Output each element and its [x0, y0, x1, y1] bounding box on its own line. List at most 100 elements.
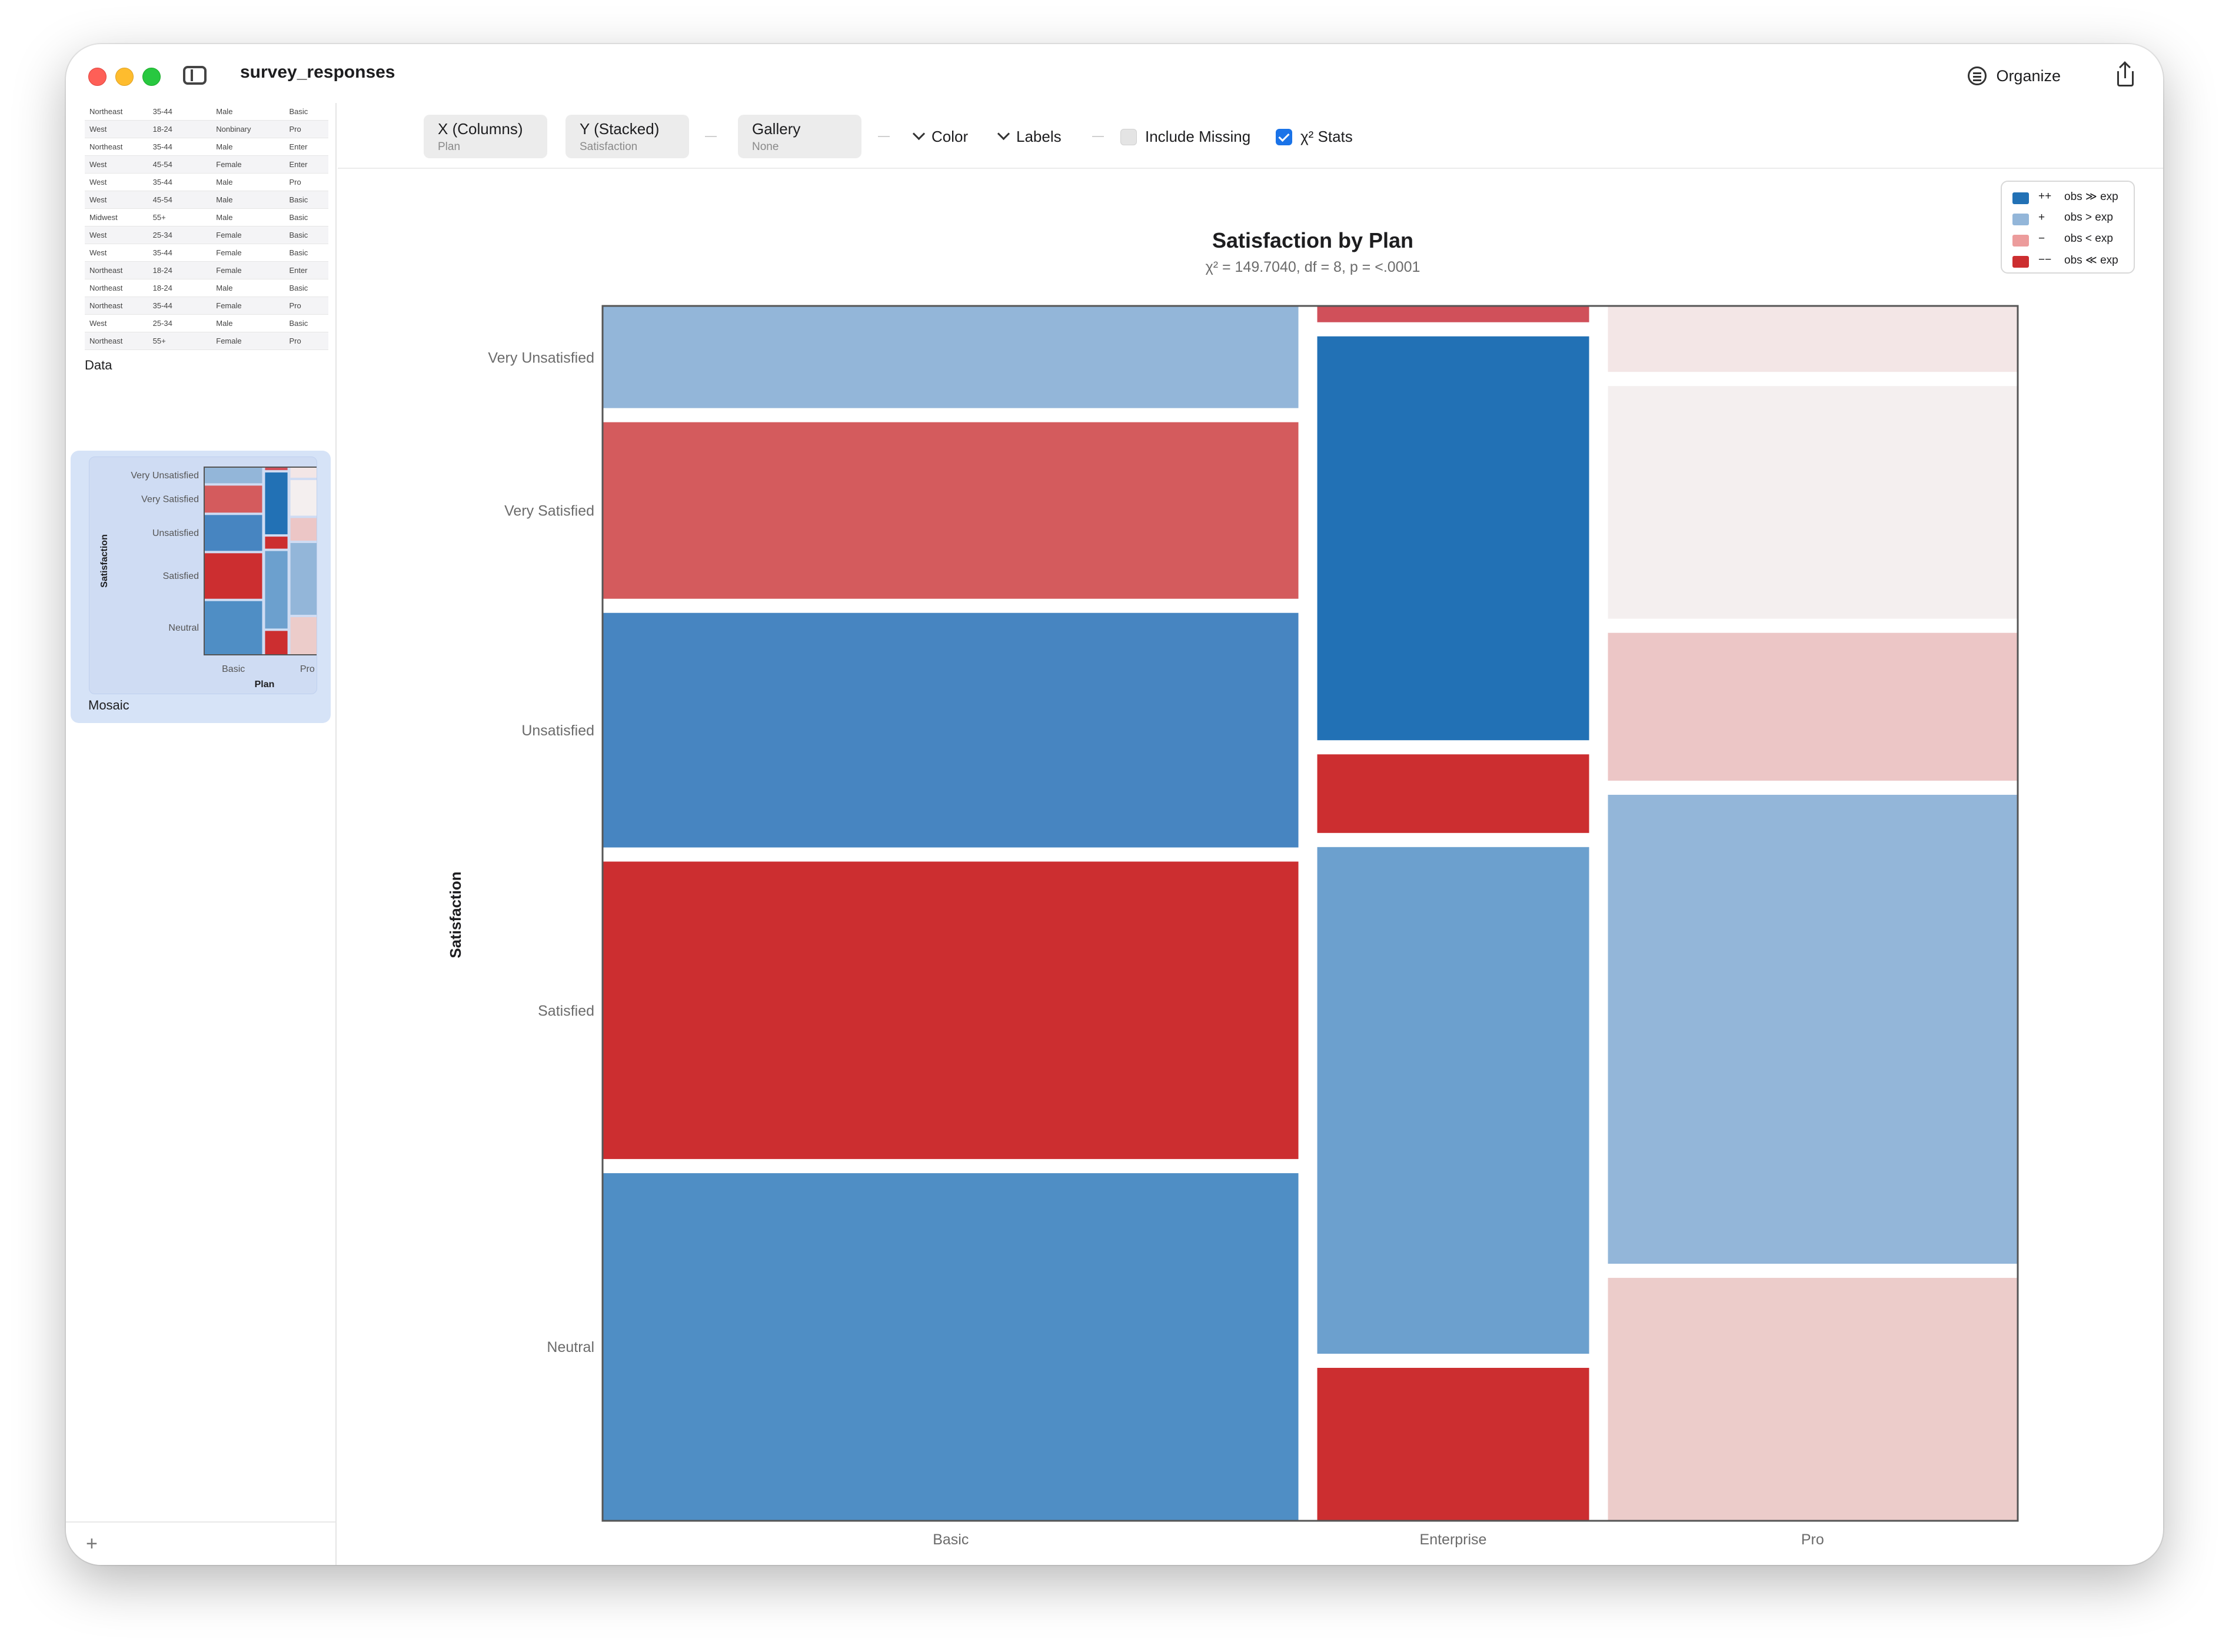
mosaic-tile-basic-satisfied: [603, 861, 1299, 1160]
minimize-window-button[interactable]: [115, 68, 134, 86]
mosaic-tile-pro-satisfied: [1608, 794, 2017, 1264]
table-row: West 35-44 Male Pro: [85, 173, 328, 191]
table-cell: Male: [211, 349, 285, 353]
table-cell: Male: [211, 279, 285, 297]
share-button[interactable]: [2114, 63, 2137, 89]
x-columns-selector[interactable]: X (Columns) Plan: [424, 115, 547, 158]
zoom-window-button[interactable]: [142, 68, 161, 86]
toolbar-separator: [705, 136, 717, 137]
table-cell: West: [85, 191, 148, 209]
table-row: West 25-34 Female Basic: [85, 226, 328, 244]
table-row: West 45-54 Female Enter: [85, 155, 328, 174]
table-cell: Male: [211, 173, 285, 191]
chevron-down-icon: [912, 127, 926, 141]
legend-swatch: [2012, 214, 2029, 225]
y-tick-label: Very Satisfied: [504, 503, 594, 519]
legend-swatch: [2012, 256, 2029, 268]
thumb-y-tick-label: Very Unsatisfied: [131, 471, 199, 481]
organize-icon: [1968, 66, 1987, 85]
table-cell: Nonbinary: [211, 120, 285, 138]
close-window-button[interactable]: [88, 68, 107, 86]
legend-label: obs ≪ exp: [2064, 254, 2118, 267]
data-thumbnail[interactable]: Northeast 35-44 Male Basic West 18-24 Nonbinar…: [85, 103, 328, 353]
table-cell: 55+: [148, 332, 212, 350]
mosaic-tile-enterprise-satisfied: [1317, 847, 1589, 1354]
add-sheet-button[interactable]: +: [86, 1533, 98, 1555]
gallery-selector[interactable]: Gallery None: [738, 115, 861, 158]
gallery-label: Gallery: [752, 120, 801, 138]
table-cell: Male: [211, 314, 285, 332]
thumb-tile-basic-very-satisfied: [205, 485, 262, 513]
thumb-tile-enterprise-unsatisfied: [265, 537, 288, 549]
table-row: Northeast 35-44 Male Enter: [85, 138, 328, 156]
legend-swatch: [2012, 192, 2029, 204]
thumb-x-tick-label: Pro: [300, 664, 315, 674]
organize-button[interactable]: Organize: [1954, 59, 2075, 92]
table-cell: 18-24: [148, 349, 212, 353]
table-cell: 18-24: [148, 120, 212, 138]
app-window: survey_responses Organize Northeast 35-44…: [66, 44, 2163, 1565]
table-row: West 45-54 Male Basic: [85, 191, 328, 209]
table-cell: Enter: [284, 155, 328, 174]
sidebar-toggle-icon[interactable]: [183, 66, 207, 85]
chi-stats-toggle[interactable]: χ² Stats: [1276, 126, 1353, 146]
table-cell: Northeast: [85, 261, 148, 279]
table-cell: Midwest: [85, 208, 148, 227]
legend-symbol: −−: [2038, 254, 2052, 266]
x-tick-label: Pro: [1801, 1531, 1824, 1548]
x-tick-label: Enterprise: [1420, 1531, 1487, 1548]
thumb-y-tick-label: Satisfied: [163, 571, 199, 581]
table-cell: Basic: [284, 279, 328, 297]
thumb-tile-pro-neutral: [290, 617, 317, 654]
table-cell: Basic: [284, 226, 328, 244]
x-columns-label: X (Columns): [438, 120, 523, 138]
data-sheet-label[interactable]: Data: [85, 358, 112, 372]
table-cell: Female: [211, 332, 285, 350]
mosaic-tile-pro-very-satisfied: [1608, 386, 2017, 619]
table-row: West 18-24 Nonbinary Pro: [85, 120, 328, 138]
table-row: West 25-34 Male Basic: [85, 314, 328, 332]
table-cell: Pro: [284, 120, 328, 138]
table-cell: Enter: [284, 138, 328, 156]
legend-symbol: −: [2038, 232, 2045, 245]
table-cell: Basic: [284, 349, 328, 353]
thumb-x-tick-label: Basic: [222, 664, 245, 674]
legend-label: obs ≫ exp: [2064, 191, 2118, 203]
labels-dropdown[interactable]: Labels: [997, 126, 1062, 146]
data-preview-table: Northeast 35-44 Male Basic West 18-24 Nonbinar…: [85, 103, 328, 353]
mosaic-sheet-label: Mosaic: [88, 698, 129, 712]
mosaic-tile-basic-very-unsatisfied: [603, 307, 1299, 408]
color-label: Color: [931, 128, 969, 145]
table-cell: West: [85, 155, 148, 174]
legend-swatch: [2012, 235, 2029, 247]
table-cell: Basic: [284, 103, 328, 121]
chi-stats-checkbox[interactable]: [1276, 129, 1292, 145]
table-cell: 35-44: [148, 138, 212, 156]
mosaic-sheet-item[interactable]: Very Unsatisfied Very Satisfied Unsatisfie…: [71, 451, 331, 723]
thumb-y-tick-label: Neutral: [168, 623, 199, 633]
thumb-tile-basic-very-unsatisfied: [205, 468, 262, 484]
table-cell: Basic: [284, 191, 328, 209]
mosaic-tile-pro-neutral: [1608, 1278, 2017, 1520]
include-missing-toggle[interactable]: Include Missing: [1120, 126, 1250, 146]
mosaic-tile-basic-very-satisfied: [603, 422, 1299, 599]
y-stacked-selector[interactable]: Y (Stacked) Satisfaction: [565, 115, 689, 158]
table-row: Midwest 55+ Male Basic: [85, 208, 328, 227]
include-missing-checkbox[interactable]: [1120, 129, 1137, 145]
table-cell: Northeast: [85, 332, 148, 350]
color-dropdown[interactable]: Color: [912, 126, 969, 146]
table-cell: West: [85, 314, 148, 332]
table-row: Northeast 35-44 Male Basic: [85, 103, 328, 121]
table-cell: 18-24: [148, 261, 212, 279]
thumb-plot-frame: [204, 467, 317, 655]
legend-symbol: ++: [2038, 190, 2052, 202]
thumb-tile-enterprise-very-unsatisfied: [265, 468, 288, 471]
thumb-y-axis-title: Satisfaction: [99, 534, 109, 588]
mosaic-tile-pro-unsatisfied: [1608, 632, 2017, 781]
table-cell: Northeast: [85, 297, 148, 315]
labels-label: Labels: [1016, 128, 1062, 145]
thumb-tile-pro-unsatisfied: [290, 518, 317, 541]
mosaic-tile-enterprise-very-unsatisfied: [1317, 307, 1589, 322]
legend-label: obs < exp: [2064, 232, 2113, 245]
toolbar-separator: [1092, 136, 1104, 137]
